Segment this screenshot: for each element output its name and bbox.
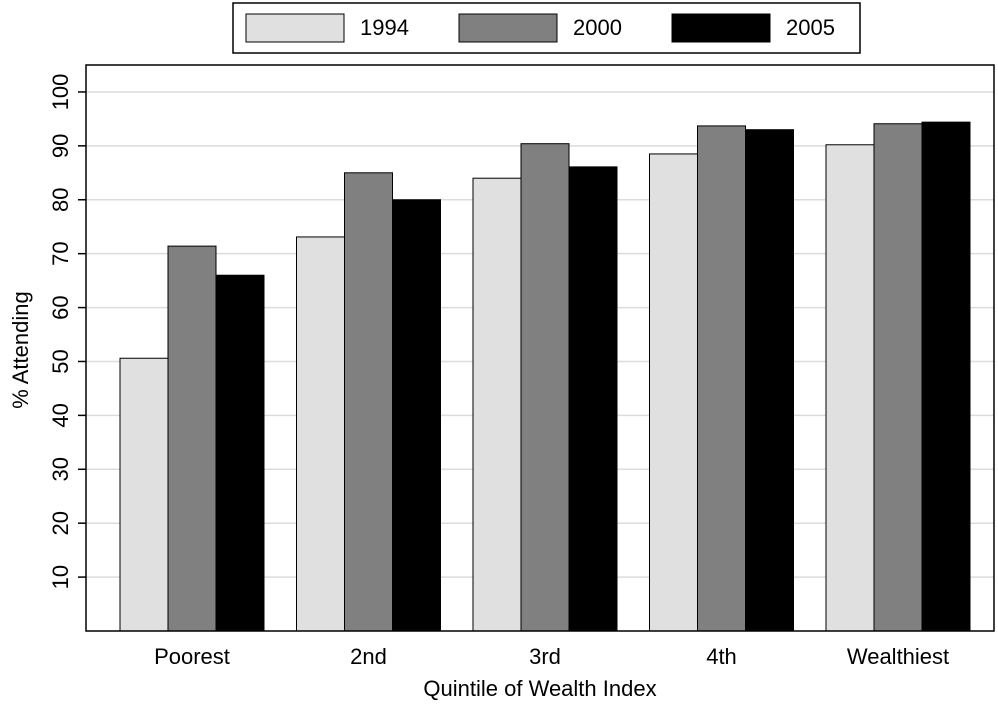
x-tick-label: 3rd xyxy=(529,644,561,669)
y-axis-title: % Attending xyxy=(8,291,33,408)
y-tick-label: 30 xyxy=(48,457,73,481)
bar xyxy=(568,166,618,632)
bar xyxy=(921,121,971,632)
x-tick-label: 2nd xyxy=(350,644,387,669)
bar xyxy=(472,177,522,632)
y-tick-label: 10 xyxy=(48,565,73,589)
bar xyxy=(649,153,698,632)
x-tick-label: Poorest xyxy=(154,644,230,669)
legend-label: 2000 xyxy=(573,15,622,40)
y-tick-label: 40 xyxy=(48,403,73,427)
bar xyxy=(873,123,923,632)
bar xyxy=(119,357,169,632)
x-tick-label: 4th xyxy=(706,644,737,669)
legend-swatch xyxy=(458,13,558,43)
bar xyxy=(520,143,570,632)
legend-label: 2005 xyxy=(786,15,835,40)
bar xyxy=(392,199,441,632)
y-tick-label: 50 xyxy=(48,349,73,373)
y-tick-label: 90 xyxy=(48,134,73,158)
legend-swatch xyxy=(245,13,345,43)
bar xyxy=(697,125,746,632)
legend-swatch xyxy=(671,13,771,43)
y-tick-label: 20 xyxy=(48,511,73,535)
x-axis-title: Quintile of Wealth Index xyxy=(423,676,656,701)
bar xyxy=(215,274,265,632)
legend-label: 1994 xyxy=(360,15,409,40)
x-tick-label: Wealthiest xyxy=(847,644,949,669)
bar xyxy=(296,236,345,632)
bar xyxy=(344,172,393,632)
plot-frame xyxy=(85,64,995,632)
bar xyxy=(167,245,217,632)
y-tick-label: 60 xyxy=(48,295,73,319)
y-tick-label: 70 xyxy=(48,241,73,265)
bar xyxy=(745,129,794,632)
y-tick-label: 80 xyxy=(48,188,73,212)
y-tick-label: 100 xyxy=(48,74,73,111)
bar xyxy=(825,144,875,632)
